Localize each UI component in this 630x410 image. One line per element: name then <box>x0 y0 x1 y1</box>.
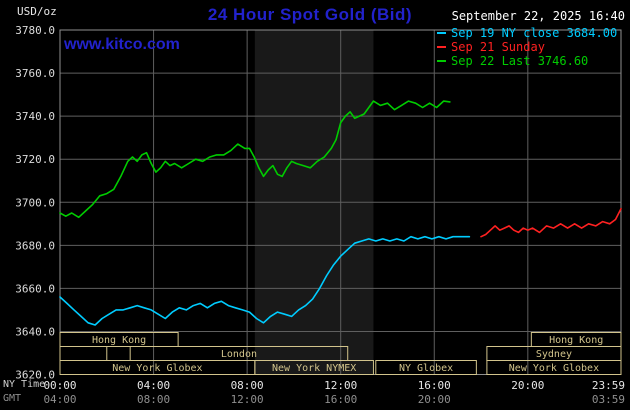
x-tick-ny-12-00: 12:00 <box>324 379 357 392</box>
session-box-new-york-globex <box>486 360 622 375</box>
x-tick-ny-04-00: 04:00 <box>137 379 170 392</box>
y-tick-label-3780: 3780.0 <box>15 24 55 37</box>
legend-item-sep-19-ny-close-3684-00: Sep 19 NY close 3684.00 <box>437 26 617 40</box>
session-label-new-york-nymex: New York NYMEX <box>272 363 356 374</box>
chart-datetime: September 22, 2025 16:40 <box>451 9 625 23</box>
legend-item-sep-22-last-3746-60: Sep 22 Last 3746.60 <box>437 54 617 68</box>
x-tick-gmt-03-59: 03:59 <box>592 393 625 406</box>
y-tick-label-3700: 3700.0 <box>15 196 55 209</box>
x-tick-gmt-20-00: 20:00 <box>418 393 451 406</box>
x-axis-gmt-label: GMT <box>3 393 22 404</box>
x-tick-ny-16-00: 16:00 <box>418 379 451 392</box>
y-tick-label-3640: 3640.0 <box>15 325 55 338</box>
session-box-new-york-nymex <box>254 360 374 375</box>
chart-title: 24 Hour Spot Gold (Bid) <box>207 5 413 24</box>
session-label-sydney: Sydney <box>536 349 572 360</box>
x-tick-gmt-16-00: 16:00 <box>324 393 357 406</box>
session-box-ny-globex <box>375 360 477 375</box>
session-label-hong-kong: Hong Kong <box>549 335 603 346</box>
y-tick-label-3740: 3740.0 <box>15 110 55 123</box>
x-tick-gmt-12-00: 12:00 <box>231 393 264 406</box>
session-label-ny-globex: NY Globex <box>399 363 453 374</box>
x-tick-ny-08-00: 08:00 <box>231 379 264 392</box>
legend-dash-icon <box>437 32 446 34</box>
legend-label: Sep 19 NY close 3684.00 <box>451 26 618 40</box>
session-label-new-york-globex: New York Globex <box>112 363 202 374</box>
x-tick-gmt-08-00: 08:00 <box>137 393 170 406</box>
x-tick-ny-00-00: 00:00 <box>43 379 76 392</box>
y-tick-label-3680: 3680.0 <box>15 239 55 252</box>
y-tick-label-3660: 3660.0 <box>15 282 55 295</box>
legend-dash-icon <box>437 60 446 62</box>
y-tick-label-3620: 3620.0 <box>15 369 55 382</box>
y-tick-label-3720: 3720.0 <box>15 153 55 166</box>
x-axis-ny-time-label: NY Time <box>3 379 46 390</box>
x-tick-gmt-04-00: 04:00 <box>43 393 76 406</box>
session-box-row1-2 <box>59 346 108 361</box>
series-line-sep-22-last <box>59 100 451 219</box>
y-tick-label-3760: 3760.0 <box>15 67 55 80</box>
legend-label: Sep 21 Sunday <box>451 40 545 54</box>
session-label-new-york-globex: New York Globex <box>509 363 599 374</box>
y-axis-units-label: USD/oz <box>17 5 57 18</box>
series-line-sep-21-sunday <box>480 207 622 238</box>
kitco-watermark-link[interactable]: www.kitco.com <box>64 36 180 53</box>
session-label-london: London <box>221 349 257 360</box>
legend-label: Sep 22 Last 3746.60 <box>451 54 589 68</box>
legend: Sep 19 NY close 3684.00 Sep 21 Sunday Sep … <box>437 26 617 68</box>
x-tick-ny-23-59: 23:59 <box>592 379 625 392</box>
series-line-sep-19-ny-close <box>59 235 471 326</box>
session-box-hong-kong <box>59 332 179 347</box>
x-tick-ny-20-00: 20:00 <box>511 379 544 392</box>
legend-item-sep-21-sunday: Sep 21 Sunday <box>437 40 617 54</box>
session-label-hong-kong: Hong Kong <box>92 335 146 346</box>
legend-dash-icon <box>437 46 446 48</box>
